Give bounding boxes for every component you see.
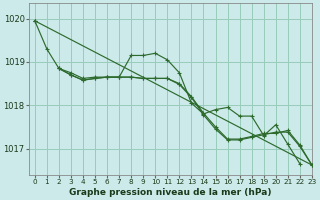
X-axis label: Graphe pression niveau de la mer (hPa): Graphe pression niveau de la mer (hPa) bbox=[69, 188, 272, 197]
